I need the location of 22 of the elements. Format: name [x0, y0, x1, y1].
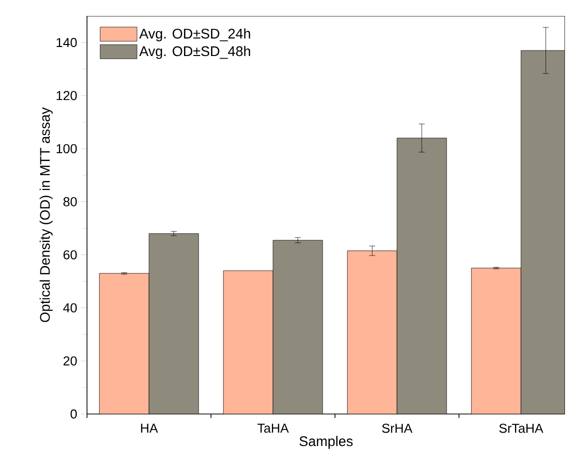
- bar: [148, 233, 199, 414]
- y-tick-label: 100: [56, 144, 77, 154]
- bar: [99, 273, 150, 414]
- y-tick-label: 140: [56, 38, 77, 48]
- y-tick-label: 20: [64, 356, 77, 366]
- legend-label: Avg. OD±SD_24h: [139, 28, 250, 42]
- y-tick-label: 60: [64, 250, 77, 260]
- y-tick-label: 40: [63, 303, 77, 312]
- y-tick-label: 120: [56, 91, 77, 100]
- legend-label: Avg. OD±SD_48h: [139, 46, 250, 59]
- x-tick-label: HA: [141, 424, 158, 433]
- y-tick-label: 80: [63, 197, 77, 206]
- x-axis-title: Samples: [300, 436, 353, 449]
- y-tick-label: 0: [70, 409, 77, 419]
- x-tick-label: SrHA: [382, 424, 412, 433]
- x-tick-label: SrTaHA: [499, 424, 544, 433]
- y-axis-title: Optical Density (OD) in MTT assay: [40, 107, 53, 322]
- bar: [272, 240, 323, 414]
- x-tick-label: TaHA: [257, 424, 289, 433]
- bar: [396, 138, 447, 414]
- bar: [223, 270, 274, 414]
- bar: [347, 250, 398, 414]
